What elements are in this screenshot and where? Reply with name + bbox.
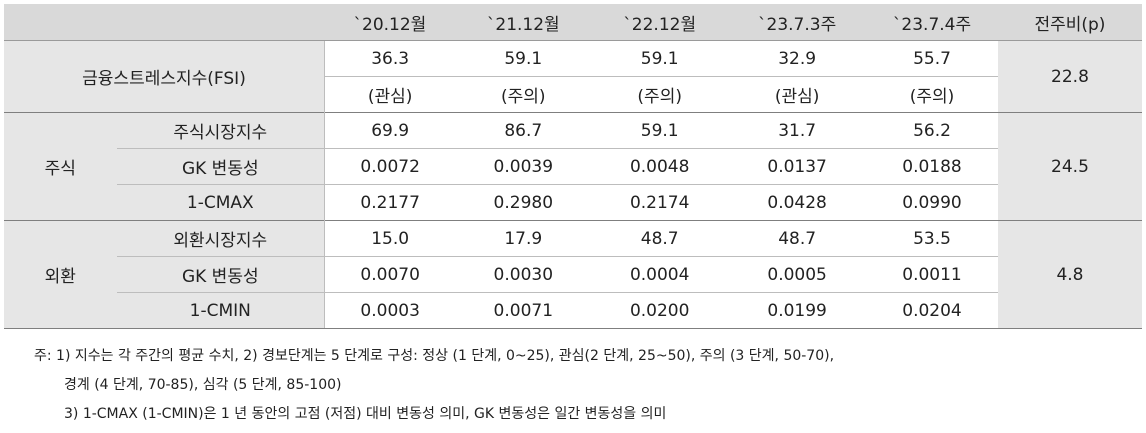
fsi-status: (관심) (728, 76, 867, 113)
stock-value: 0.0039 (455, 148, 592, 185)
stock-value: 0.0428 (728, 184, 867, 221)
stock-value: 0.0188 (866, 148, 998, 185)
fx-value: 0.0071 (455, 292, 592, 329)
header-blank (4, 4, 325, 41)
fx-value: 17.9 (455, 220, 592, 257)
stock-row: 1-CMAX 0.2177 0.2980 0.2174 0.0428 0.099… (4, 184, 1142, 221)
header-col-3: `22.12월 (591, 4, 729, 41)
fx-row: 외환 외환시장지수 15.0 17.9 48.7 48.7 53.5 4.8 (4, 220, 1142, 329)
fx-value: 0.0003 (324, 292, 456, 329)
fx-value: 48.7 (728, 220, 867, 257)
fsi-table: `20.12월 `21.12월 `22.12월 `23.7.3주 `23.7.4… (4, 4, 1142, 329)
fx-row: 1-CMIN 0.0003 0.0071 0.0200 0.0199 0.020… (4, 292, 1142, 329)
stock-value: 0.2177 (324, 184, 456, 221)
footnote-line: 경계 (4 단계, 70-85), 심각 (5 단계, 85-100) (64, 377, 342, 393)
fsi-label: 금융스트레스지수(FSI) (4, 40, 325, 113)
fx-group-label: 외환 (4, 220, 117, 329)
fx-value: 48.7 (591, 220, 729, 257)
fx-row-label: GK 변동성 (116, 256, 325, 293)
stock-value: 0.0990 (866, 184, 998, 221)
fsi-status: (주의) (591, 76, 729, 113)
stock-value: 0.0048 (591, 148, 729, 185)
footnote-line: 3) 1-CMAX (1-CMIN)은 1 년 동안의 고점 (저점) 대비 변… (64, 406, 667, 422)
fx-change: 4.8 (997, 220, 1142, 329)
fx-value: 15.0 (324, 220, 456, 257)
fx-row-label: 1-CMIN (116, 292, 325, 329)
fsi-value: 59.1 (504, 48, 543, 69)
fx-row-label: 외환시장지수 (116, 220, 325, 257)
stock-row: GK 변동성 0.0072 0.0039 0.0048 0.0137 0.018… (4, 148, 1142, 185)
fx-row: GK 변동성 0.0070 0.0030 0.0004 0.0005 0.001… (4, 256, 1142, 293)
stock-value: 0.2174 (591, 184, 729, 221)
fx-value: 0.0004 (591, 256, 729, 293)
fsi-value: 32.9 (778, 48, 817, 69)
header-col-4: `23.7.3주 (728, 4, 867, 41)
header-row: `20.12월 `21.12월 `22.12월 `23.7.3주 `23.7.4… (4, 4, 1142, 41)
fx-value: 0.0204 (866, 292, 998, 329)
footnotes: 주: 1) 지수는 각 주간의 평균 수치, 2) 경보단계는 5 단계로 구성… (34, 342, 834, 429)
fsi-value-row: 금융스트레스지수(FSI) 36.3 59.1 59.1 32.9 55.7 2… (4, 40, 1142, 113)
stock-row: 주식 주식시장지수 69.9 86.7 59.1 31.7 56.2 24.5 (4, 112, 1142, 221)
fx-value: 53.5 (866, 220, 998, 257)
stock-row-label: 1-CMAX (116, 184, 325, 221)
footnote-line: 주: 1) 지수는 각 주간의 평균 수치, 2) 경보단계는 5 단계로 구성… (34, 348, 835, 364)
stock-group-label: 주식 (4, 112, 117, 221)
fsi-value: 59.1 (640, 48, 679, 69)
fx-value: 0.0200 (591, 292, 729, 329)
fsi-value: 36.3 (324, 40, 456, 77)
header-col-1: `20.12월 (324, 4, 456, 41)
stock-value: 31.7 (728, 112, 867, 149)
stock-value: 0.2980 (455, 184, 592, 221)
stock-value: 56.2 (866, 112, 998, 149)
stock-change: 24.5 (997, 112, 1142, 221)
stock-value: 59.1 (591, 112, 729, 149)
fx-value: 0.0030 (455, 256, 592, 293)
header-col-5: `23.7.4주 (866, 4, 998, 41)
stock-row-label: GK 변동성 (116, 148, 325, 185)
header-col-2: `21.12월 (455, 4, 592, 41)
stock-value: 0.0137 (728, 148, 867, 185)
fsi-status: (관심) (324, 76, 456, 113)
fsi-change: 22.8 (997, 40, 1142, 113)
stock-value: 0.0072 (324, 148, 456, 185)
fx-value: 0.0070 (324, 256, 456, 293)
fx-value: 0.0011 (866, 256, 998, 293)
fsi-status: (주의) (455, 76, 592, 113)
fx-value: 0.0005 (728, 256, 867, 293)
header-change: 전주비(p) (997, 4, 1142, 41)
stock-row-label: 주식시장지수 (116, 112, 325, 149)
fsi-value: 55.7 (913, 48, 951, 69)
fx-value: 0.0199 (728, 292, 867, 329)
fsi-status-row: (관심) (주의) (주의) (관심) (주의) (4, 76, 1142, 113)
fsi-status: (주의) (866, 76, 998, 113)
stock-value: 86.7 (455, 112, 592, 149)
stock-value: 69.9 (324, 112, 456, 149)
